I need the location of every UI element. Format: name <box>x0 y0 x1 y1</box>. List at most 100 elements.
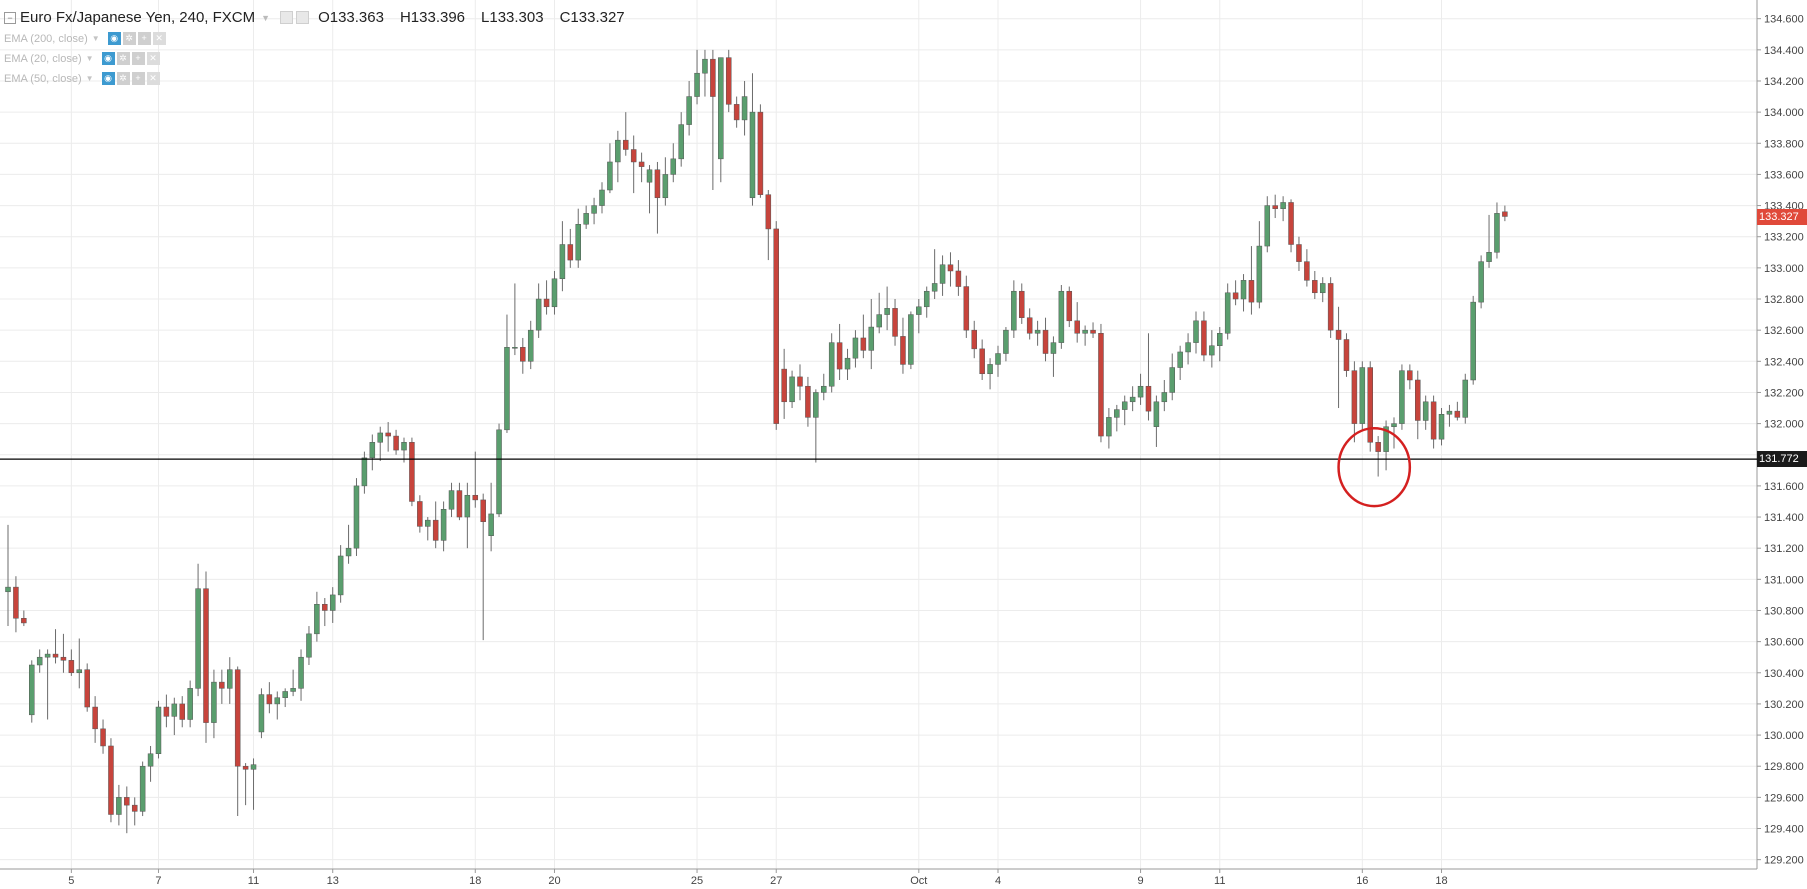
candle-body <box>1066 290 1073 322</box>
candle-up <box>1319 277 1326 303</box>
candle-up <box>1462 373 1469 424</box>
candle-body <box>583 213 589 225</box>
close-icon[interactable] <box>296 11 310 24</box>
eye-icon[interactable]: ◉ <box>101 72 115 85</box>
candle-body <box>1106 417 1112 437</box>
candle-up <box>662 157 669 206</box>
candle-body <box>211 681 217 723</box>
candle-up <box>828 333 835 393</box>
candle-body <box>409 442 415 502</box>
study-ema-50[interactable]: EMA (50, close) ▼ ◉ ✲ + ✕ <box>4 72 162 85</box>
axes <box>0 0 1761 873</box>
candle-down <box>417 495 423 533</box>
candle-body <box>13 586 19 619</box>
candle-body <box>551 278 558 308</box>
candle-body <box>1446 410 1453 415</box>
candle-body <box>987 364 993 375</box>
candle-down <box>892 299 898 346</box>
candle-body <box>725 57 732 105</box>
settings-icon[interactable] <box>280 11 294 24</box>
candle-down <box>836 323 843 380</box>
candle-body <box>401 442 407 451</box>
time-axis[interactable]: 5 7 11 13 18 20 25 27 Oct 4 9 11 16 18 <box>68 875 1447 887</box>
candle-up <box>1121 395 1128 426</box>
price-tick-label: 132.400 <box>1764 356 1804 368</box>
candle-body <box>575 224 581 261</box>
candle-body <box>488 513 494 536</box>
candle-up <box>916 299 922 334</box>
candle-up <box>187 680 193 728</box>
candle-down <box>456 482 463 521</box>
candle-down <box>1098 323 1104 443</box>
gear-icon[interactable]: ✲ <box>116 72 130 85</box>
price-axis[interactable]: 134.600 134.400 134.200 134.000 133.800 133.6… <box>1764 14 1804 867</box>
candle-down <box>1272 194 1278 219</box>
price-tick-label: 133.600 <box>1764 169 1804 181</box>
chevron-down-icon[interactable]: ▼ <box>261 12 271 23</box>
eye-icon[interactable]: ◉ <box>107 32 121 45</box>
eye-icon[interactable]: ◉ <box>101 52 115 65</box>
close-icon[interactable]: ✕ <box>152 32 166 45</box>
candle-up <box>607 143 613 194</box>
chevron-down-icon[interactable]: ▼ <box>91 34 100 43</box>
study-ema-200[interactable]: EMA (200, close) ▼ ◉ ✲ + ✕ <box>4 32 168 45</box>
candle-body <box>1264 205 1271 247</box>
candle-body <box>353 485 360 549</box>
study-ema-20[interactable]: EMA (20, close) ▼ ◉ ✲ + ✕ <box>4 52 162 65</box>
price-tick-label: 132.000 <box>1764 419 1804 431</box>
gear-icon[interactable]: ✲ <box>116 52 130 65</box>
candle-body <box>1169 367 1175 393</box>
close-icon[interactable]: ✕ <box>146 52 160 65</box>
candle-body <box>1399 370 1405 424</box>
candle-up <box>44 649 51 720</box>
candle-up <box>282 688 288 708</box>
chevron-down-icon[interactable]: ▼ <box>85 74 94 83</box>
close-icon[interactable]: ✕ <box>146 72 160 85</box>
candle-up <box>1486 214 1492 268</box>
candle-up <box>789 370 795 409</box>
plus-icon[interactable]: + <box>131 52 145 65</box>
candle-up <box>504 314 510 433</box>
candle-body <box>908 314 914 365</box>
candle-body <box>686 96 692 125</box>
gear-icon[interactable]: ✲ <box>122 32 136 45</box>
candle-down <box>638 152 645 183</box>
candle-up <box>551 270 558 315</box>
candle-up <box>615 130 621 183</box>
candle-down <box>733 96 740 128</box>
candle-down <box>963 275 970 338</box>
price-tick-label: 133.800 <box>1764 138 1804 150</box>
candle-body <box>646 169 653 183</box>
candle-down <box>781 348 787 419</box>
candle-body <box>44 653 51 658</box>
study-label: EMA (50, close) <box>4 72 82 85</box>
candle-body <box>607 161 613 191</box>
candle-body <box>1011 290 1017 331</box>
candle-up <box>258 688 265 739</box>
candle-body <box>630 149 637 163</box>
candle-body <box>1272 205 1278 209</box>
candle-down <box>84 663 90 712</box>
plus-icon[interactable]: + <box>131 72 145 85</box>
candle-down <box>266 682 273 714</box>
candle-body <box>163 706 170 717</box>
symbol-title[interactable]: Euro Fx/Japanese Yen, 240, FXCM <box>20 9 256 26</box>
chevron-down-icon[interactable]: ▼ <box>85 54 94 63</box>
candle-up <box>868 299 875 370</box>
candle-up <box>116 784 122 826</box>
candle-body <box>385 432 391 437</box>
candle-down <box>1145 333 1152 421</box>
candle-body <box>1248 280 1255 303</box>
collapse-icon[interactable]: − <box>4 11 16 24</box>
candle-body <box>187 688 193 720</box>
candle-up <box>369 434 376 471</box>
candle-body <box>155 706 162 755</box>
candle-body <box>100 728 106 747</box>
study-label: EMA (20, close) <box>4 52 82 65</box>
candle-body <box>139 765 146 812</box>
candle-body <box>1288 202 1294 245</box>
candle-body <box>337 555 344 596</box>
plus-icon[interactable]: + <box>137 32 151 45</box>
